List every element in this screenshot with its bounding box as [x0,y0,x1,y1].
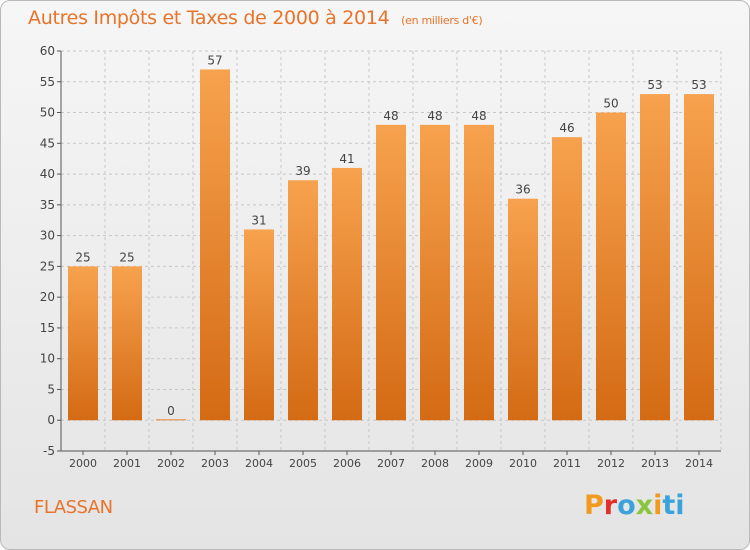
data-label: 0 [167,404,175,418]
logo-letter: x [635,490,654,521]
data-label: 41 [339,152,354,166]
x-tick-label: 2008 [421,457,449,470]
x-tick-label: 2007 [377,457,405,470]
bar [68,266,98,421]
data-label: 25 [119,250,134,264]
x-tick-label: 2012 [597,457,625,470]
x-tick-label: 2006 [333,457,361,470]
data-label: 48 [427,109,442,123]
bar [508,198,538,421]
bar [376,124,406,421]
bars [68,69,714,421]
y-tick-label: 50 [40,106,55,120]
y-tick-label: 60 [40,44,55,58]
bar [420,124,450,421]
bar [156,419,186,421]
x-tick-label: 2009 [465,457,493,470]
x-tick-label: 2000 [69,457,97,470]
x-tick-label: 2003 [201,457,229,470]
y-tick-label: 15 [40,321,55,335]
y-tick-label: 30 [40,229,55,243]
x-tick-label: 2004 [245,457,273,470]
y-tick-label: 35 [40,198,55,212]
bar [244,229,274,421]
data-label: 25 [75,250,90,264]
x-tick-label: 2011 [553,457,581,470]
data-label: 36 [515,183,530,197]
chart-title-text: Autres Impôts et Taxes de 2000 à 2014 [28,7,390,29]
bar [464,124,494,421]
x-tick-label: 2010 [509,457,537,470]
y-tick-label: -5 [43,444,55,458]
y-tick-label: 5 [47,382,55,396]
logo-letter: P [584,490,604,521]
logo-letter: r [603,490,618,521]
data-label: 57 [207,53,222,67]
bar [288,180,318,421]
logo-letter: i [653,490,663,521]
bar [200,69,230,421]
y-tick-label: 0 [47,413,55,427]
logo-letter: ti [662,490,685,521]
data-label: 50 [603,97,618,111]
x-tick-label: 2002 [157,457,185,470]
labels: 25 25 0 57 31 39 41 48 48 48 36 46 50 53 53 [75,53,706,418]
logo-letter: o [617,490,636,521]
y-tick-label: 45 [40,136,55,150]
x-tick-label: 2001 [113,457,141,470]
data-label: 39 [295,164,310,178]
data-label: 31 [251,213,266,227]
bar-chart: -5 0 5 10 15 20 25 30 35 40 45 50 55 60 2000 2001 2002 20… [40,44,722,470]
commune-name: FLASSAN [34,497,113,518]
y-tick-label: 10 [40,352,55,366]
y-tick-label: 20 [40,290,55,304]
bar [684,94,714,421]
y-tick-label: 25 [40,259,55,273]
bar [332,167,362,421]
y-tick-label: 40 [40,167,55,181]
bar [596,112,626,421]
x-tick-label: 2005 [289,457,317,470]
x-tick-label: 2014 [685,457,713,470]
bar [640,94,670,421]
y-tick-label: 55 [40,75,55,89]
data-label: 53 [691,78,706,92]
data-label: 46 [559,121,574,135]
data-label: 48 [383,109,398,123]
bar [552,137,582,421]
data-label: 48 [471,109,486,123]
chart-title: Autres Impôts et Taxes de 2000 à 2014 (e… [28,7,483,29]
axes: -5 0 5 10 15 20 25 30 35 40 45 50 55 60 2000 2001 2002 20… [40,44,721,470]
chart-unit: (en milliers d'€) [401,14,483,27]
proxiti-logo: Proxiti [584,490,685,521]
bar [112,266,142,421]
x-tick-label: 2013 [641,457,669,470]
data-label: 53 [647,78,662,92]
